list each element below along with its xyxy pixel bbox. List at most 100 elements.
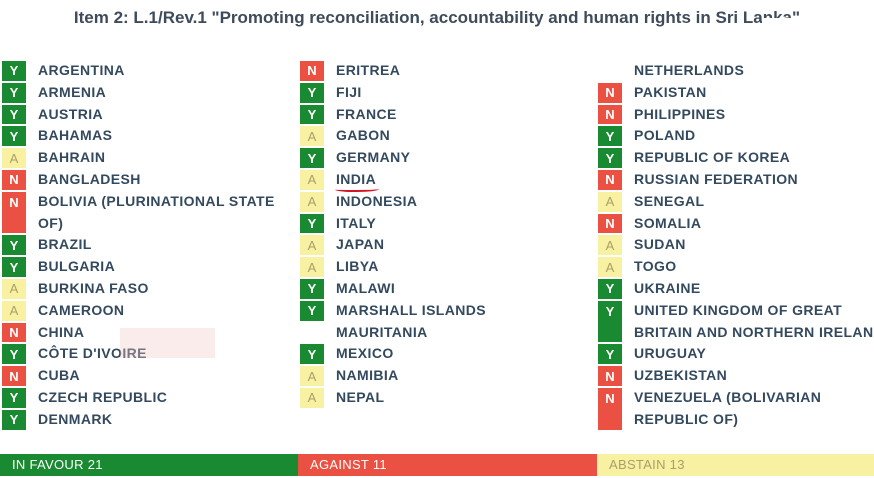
vote-badge: A — [598, 191, 622, 212]
vote-row: N SOMALIA — [598, 213, 874, 235]
vote-badge: Y — [598, 278, 622, 299]
vote-row: Y MARSHALL ISLANDS — [300, 300, 590, 322]
vote-badge: Y — [598, 126, 622, 147]
country-name: ARMENIA — [38, 83, 107, 100]
country-name: GABON — [336, 127, 391, 144]
country-name: BURKINA FASO — [38, 279, 149, 296]
vote-badge: Y — [2, 257, 26, 277]
vote-badge: A — [300, 257, 324, 277]
vote-column-2: N ERITREA Y FIJI Y FRANCE A GABON Y GERMANY A INDIA… — [300, 60, 590, 409]
country-name: CZECH REPUBLIC — [38, 388, 168, 405]
country-name: INDIA — [336, 170, 377, 187]
country-name: URUGUAY — [634, 345, 707, 362]
vote-badge: Y — [2, 82, 26, 103]
country-name: CAMEROON — [38, 301, 125, 318]
country-name: UNITED KINGDOM OF GREAT BRITAIN AND NORT… — [634, 301, 874, 340]
country-name: PHILIPPINES — [634, 105, 726, 122]
vote-badge: N — [598, 213, 622, 234]
vote-row: Y REPUBLIC OF KOREA — [598, 147, 874, 169]
vote-row: Y BULGARIA — [2, 256, 292, 278]
country-name: CHINA — [38, 323, 85, 340]
country-name: SOMALIA — [634, 214, 702, 231]
vote-badge: Y — [2, 387, 26, 408]
vote-row: Y BAHAMAS — [2, 125, 292, 147]
vote-badge: Y — [300, 278, 324, 299]
vote-row: N RUSSIAN FEDERATION — [598, 169, 874, 191]
vote-badge: N — [2, 169, 26, 190]
country-name: SENEGAL — [634, 192, 705, 209]
vote-badge: Y — [598, 148, 622, 168]
vote-badge: Y — [300, 148, 324, 168]
watermark — [120, 328, 215, 358]
vote-badge: Y — [2, 344, 26, 365]
country-name: CÔTE D'IVOIRE — [38, 345, 147, 362]
country-name: MEXICO — [336, 345, 394, 362]
vote-row: A NAMIBIA — [300, 365, 590, 387]
country-name: FIJI — [336, 83, 362, 100]
country-name: NETHERLANDS — [634, 62, 745, 78]
vote-row: N ERITREA — [300, 60, 590, 82]
country-name: GERMANY — [336, 149, 411, 166]
country-name: ERITREA — [336, 62, 401, 78]
vote-badge: A — [2, 278, 26, 299]
vote-row: A TOGO — [598, 256, 874, 278]
vote-badge: N — [300, 61, 324, 81]
vote-row: Y BRAZIL — [2, 234, 292, 256]
vote-badge: Y — [2, 235, 26, 256]
vote-row: A SENEGAL — [598, 191, 874, 213]
country-name: CUBA — [38, 367, 81, 384]
title-occlusion — [762, 18, 874, 60]
vote-row: A SUDAN — [598, 234, 874, 256]
vote-badge: Y — [598, 300, 622, 343]
country-name: UKRAINE — [634, 279, 701, 296]
country-name: FRANCE — [336, 105, 397, 122]
vote-row: Y CÔTE D'IVOIRE — [2, 343, 292, 365]
in-favour-total: IN FAVOUR 21 — [0, 454, 298, 476]
vote-row: Y FIJI — [300, 82, 590, 104]
vote-row: A CAMEROON — [2, 300, 292, 322]
vote-totals-bar: IN FAVOUR 21 AGAINST 11 ABSTAIN 13 — [0, 454, 874, 478]
vote-row: N CHINA — [2, 322, 292, 344]
vote-row: A NEPAL — [300, 387, 590, 409]
vote-badge: A — [2, 148, 26, 168]
vote-row: A INDIA — [300, 169, 590, 192]
country-name: NEPAL — [336, 388, 385, 405]
resolution-title: Item 2: L.1/Rev.1 "Promoting reconciliat… — [73, 8, 801, 27]
vote-badge: A — [300, 126, 324, 147]
vote-badge: N — [2, 322, 26, 343]
vote-badge: Y — [2, 104, 26, 125]
vote-column-1: Y ARGENTINA Y ARMENIA Y AUSTRIA Y BAHAMAS A BAHRA… — [2, 60, 292, 431]
vote-row: A LIBYA — [300, 256, 590, 278]
against-total: AGAINST 11 — [298, 454, 597, 476]
vote-row: Y FRANCE — [300, 104, 590, 126]
country-name: VENEZUELA (BOLIVARIAN REPUBLIC OF) — [634, 388, 822, 427]
vote-row: Y ARGENTINA — [2, 60, 292, 82]
vote-badge: A — [300, 387, 324, 408]
vote-row: Y UKRAINE — [598, 278, 874, 300]
vote-row: Y MALAWI — [300, 278, 590, 300]
country-name: MALAWI — [336, 279, 396, 296]
vote-badge: N — [2, 191, 26, 234]
vote-badge: Y — [2, 409, 26, 430]
vote-row: A GABON — [300, 125, 590, 147]
country-name: BOLIVIA (PLURINATIONAL STATE OF) — [38, 192, 275, 231]
vote-row: Y MEXICO — [300, 343, 590, 365]
vote-badge: Y — [2, 61, 26, 81]
vote-row: A BAHRAIN — [2, 147, 292, 169]
country-name: RUSSIAN FEDERATION — [634, 170, 799, 187]
country-name: TOGO — [634, 258, 677, 275]
vote-row: Y DENMARK — [2, 409, 292, 431]
vote-row: A BURKINA FASO — [2, 278, 292, 300]
vote-row: N CUBA — [2, 365, 292, 387]
vote-badge: A — [300, 169, 324, 190]
country-name: ITALY — [336, 214, 377, 231]
vote-row: Y CZECH REPUBLIC — [2, 387, 292, 409]
vote-badge: Y — [300, 300, 324, 321]
country-name: DENMARK — [38, 410, 113, 427]
vote-row: Y POLAND — [598, 125, 874, 147]
vote-row: N BANGLADESH — [2, 169, 292, 191]
vote-badge: A — [300, 191, 324, 212]
country-name: NAMIBIA — [336, 367, 399, 384]
vote-row: Y AUSTRIA — [2, 104, 292, 126]
vote-badge: A — [300, 366, 324, 386]
